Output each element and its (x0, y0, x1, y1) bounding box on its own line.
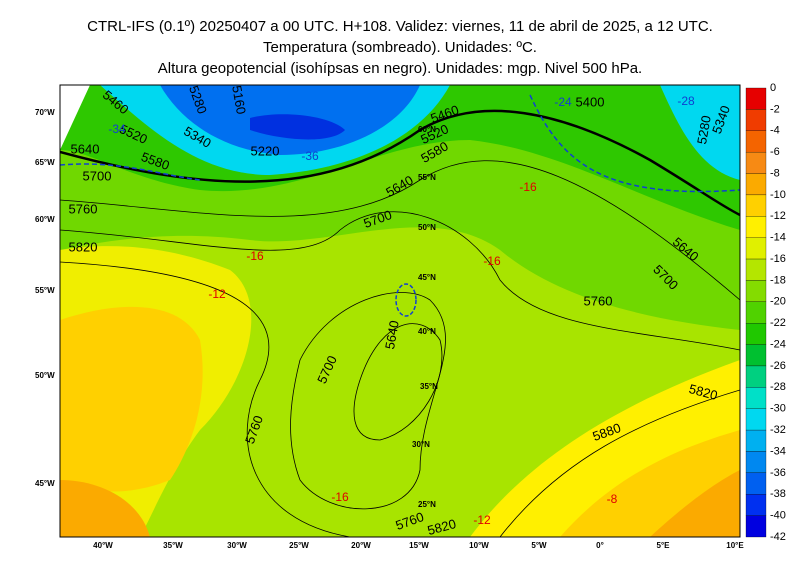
height-label: 5820 (687, 381, 719, 403)
temperature-label: -16 (331, 490, 349, 504)
colorbar-cell (745, 344, 767, 367)
inner-lat-label: 45°N (418, 273, 436, 282)
lon-label: 35°W (163, 541, 183, 550)
temperature-label: -16 (246, 249, 264, 263)
colorbar-label: -10 (770, 189, 786, 201)
colorbar-label: -8 (770, 167, 780, 179)
colorbar-cell (745, 323, 767, 345)
inner-lat-label: 60°N (418, 125, 436, 134)
colorbar-cell (745, 87, 767, 110)
inner-lat-label: 50°N (418, 223, 436, 232)
lon-label: 40°W (93, 541, 113, 550)
map-frame (59, 84, 741, 538)
temperature-label: -16 (519, 180, 537, 194)
lat-label: 55°W (35, 286, 55, 295)
colorbar-label: 0 (770, 82, 776, 94)
colorbar-label: -36 (770, 467, 786, 479)
lon-label: 5°E (657, 541, 671, 550)
colorbar-cell (745, 258, 767, 281)
temperature-label: -12 (473, 513, 491, 527)
title-line: Temperatura (sombreado). Unidades: ºC. (263, 39, 537, 56)
colorbar-label: -12 (770, 210, 786, 222)
colorbar-label: -2 (770, 103, 780, 115)
lon-label: 0° (596, 541, 604, 550)
lon-label: 25°W (289, 541, 309, 550)
colorbar-label: -32 (770, 424, 786, 436)
colorbar-cell (745, 365, 767, 388)
colorbar-cell (745, 216, 767, 238)
temperature-label: -16 (483, 254, 501, 268)
height-label: 5760 (69, 201, 98, 216)
height-label: 5820 (426, 516, 458, 538)
lat-label: 60°W (35, 215, 55, 224)
lon-label: 15°W (409, 541, 429, 550)
temperature-label: -8 (607, 492, 618, 506)
temperature-label: -24 (554, 95, 572, 109)
colorbar-cell (745, 130, 767, 153)
height-label: 5820 (69, 239, 98, 254)
colorbar-label: -14 (770, 232, 786, 244)
colorbar-label: -38 (770, 488, 786, 500)
lon-label: 5°W (531, 541, 547, 550)
lon-label: 10°W (469, 541, 489, 550)
lat-label: 45°W (35, 479, 55, 488)
colorbar-label: -4 (770, 125, 780, 137)
height-label: 5400 (576, 94, 605, 109)
lat-label: 65°W (35, 158, 55, 167)
colorbar-cell (745, 408, 767, 431)
colorbar-cell (745, 451, 767, 474)
colorbar-label: -30 (770, 403, 786, 415)
temperature-label: -12 (208, 287, 226, 301)
colorbar-cell (745, 429, 767, 452)
colorbar-cell (745, 194, 767, 217)
colorbar-label: -16 (770, 253, 786, 265)
colorbar-cell (745, 280, 767, 302)
colorbar-cell (745, 151, 767, 174)
height-label: 5640 (382, 319, 402, 350)
colorbar-label: -6 (770, 146, 780, 158)
inner-lat-label: 35°N (420, 382, 438, 391)
height-label: 5220 (251, 143, 280, 158)
lon-label: 30°W (227, 541, 247, 550)
height-label: 5640 (71, 141, 100, 156)
temperature-label: -28 (677, 94, 695, 108)
inner-lat-label: 55°N (418, 173, 436, 182)
height-label: 5160 (229, 84, 249, 115)
temperature-label: -36 (301, 149, 319, 163)
colorbar-label: -42 (770, 531, 786, 543)
lat-label: 70°W (35, 108, 55, 117)
colorbar-label: -40 (770, 510, 786, 522)
colorbar-cell (745, 387, 767, 409)
colorbar-label: -22 (770, 317, 786, 329)
colorbar-cell (745, 301, 767, 324)
height-label: 5700 (83, 168, 112, 183)
temperature-label: -34 (108, 122, 126, 136)
title-line: CTRL-IFS (0.1º) 20250407 a 00 UTC. H+108… (87, 18, 713, 35)
lon-label: 10°E (726, 541, 744, 550)
colorbar-cell (745, 109, 767, 131)
height-label: 5760 (584, 293, 613, 308)
inner-lat-label: 30°N (412, 440, 430, 449)
colorbar-cell (745, 472, 767, 495)
inner-lat-label: 40°N (418, 327, 436, 336)
colorbar-cell (745, 515, 767, 538)
colorbar-label: -18 (770, 274, 786, 286)
colorbar-cell (745, 237, 767, 260)
colorbar-label: -28 (770, 381, 786, 393)
colorbar-cell (745, 494, 767, 516)
height-label: 5280 (694, 114, 714, 145)
colorbar-label: -26 (770, 360, 786, 372)
lon-label: 20°W (351, 541, 371, 550)
lat-label: 50°W (35, 371, 55, 380)
colorbar-label: -34 (770, 445, 786, 457)
title-line: Altura geopotencial (isohípsas en negro)… (158, 60, 642, 77)
inner-lat-label: 25°N (418, 500, 436, 509)
colorbar-label: -20 (770, 296, 786, 308)
map-field (60, 85, 740, 537)
colorbar-cell (745, 173, 767, 196)
colorbar-label: -24 (770, 338, 786, 350)
